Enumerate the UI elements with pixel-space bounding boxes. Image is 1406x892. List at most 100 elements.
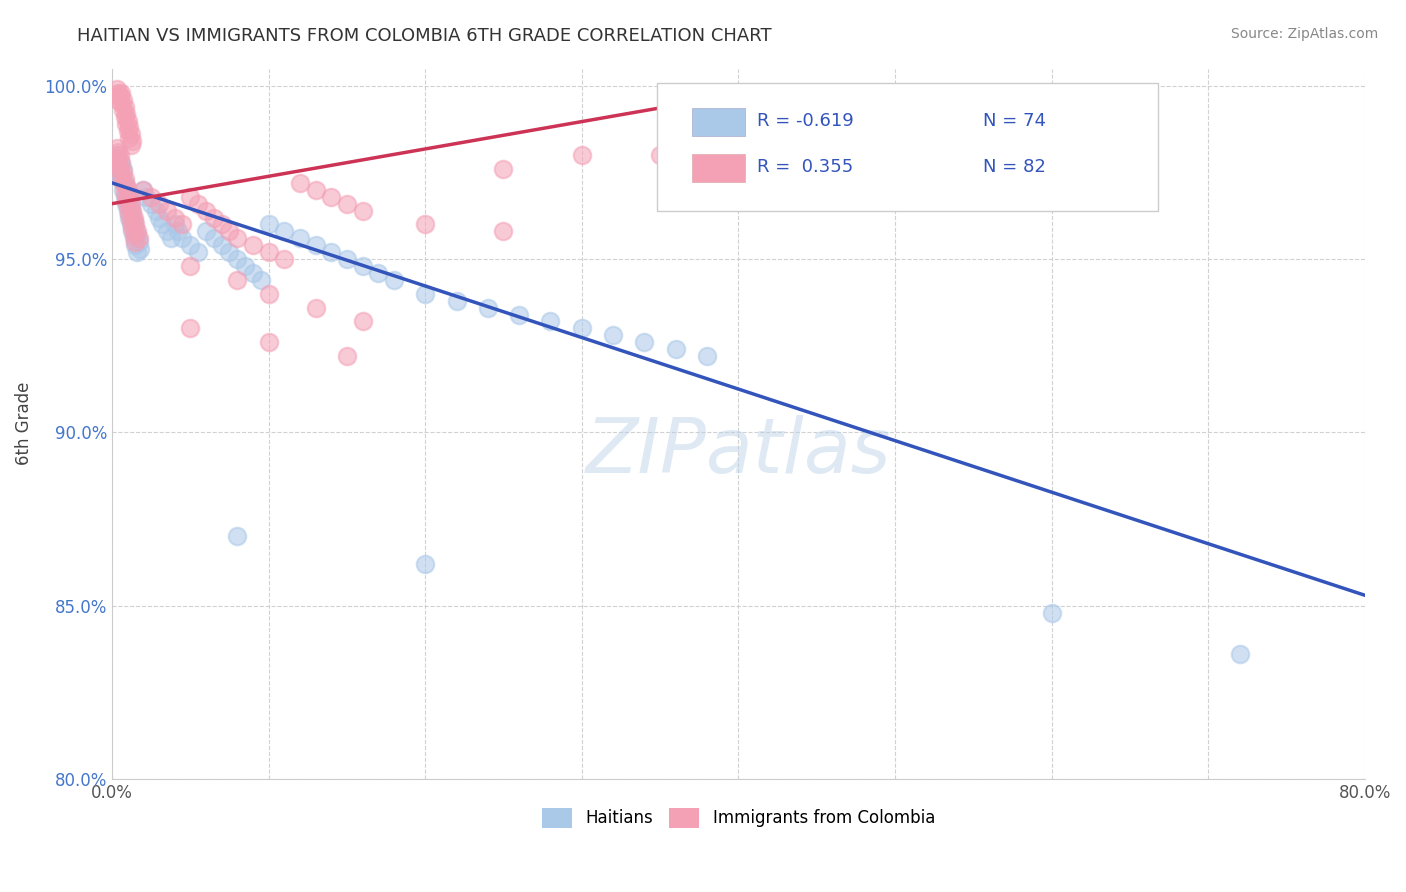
Point: [413, 218, 436, 232]
Point: [105, 82, 128, 96]
Point: [124, 238, 146, 252]
FancyBboxPatch shape: [657, 83, 1159, 211]
Point: [117, 183, 139, 197]
Point: [139, 190, 162, 204]
Point: [179, 259, 201, 273]
Point: [110, 96, 132, 111]
Point: [110, 159, 132, 173]
Point: [336, 252, 359, 266]
Point: [120, 218, 142, 232]
Point: [111, 161, 134, 176]
Point: [108, 155, 131, 169]
Point: [117, 113, 139, 128]
Point: [288, 176, 311, 190]
Point: [273, 224, 295, 238]
Point: [145, 203, 167, 218]
Point: [218, 245, 240, 260]
Point: [114, 190, 136, 204]
FancyBboxPatch shape: [692, 108, 745, 136]
Point: [1040, 606, 1063, 620]
Point: [172, 218, 194, 232]
Point: [477, 301, 499, 315]
Point: [122, 211, 145, 225]
Point: [492, 161, 515, 176]
Point: [336, 349, 359, 363]
Point: [602, 328, 624, 343]
Point: [107, 152, 129, 166]
Point: [118, 207, 141, 221]
Point: [148, 211, 170, 225]
Legend: Haitians, Immigrants from Colombia: Haitians, Immigrants from Colombia: [536, 801, 942, 835]
Point: [120, 200, 142, 214]
Point: [321, 245, 343, 260]
Point: [117, 186, 139, 201]
Point: [336, 196, 359, 211]
Point: [105, 148, 128, 162]
Point: [128, 235, 150, 249]
Point: [107, 86, 129, 100]
Point: [108, 169, 131, 183]
Point: [107, 159, 129, 173]
Point: [114, 110, 136, 124]
Point: [571, 148, 593, 162]
Point: [179, 321, 201, 335]
Point: [202, 231, 225, 245]
Point: [249, 273, 271, 287]
Point: [115, 193, 138, 207]
Point: [571, 321, 593, 335]
Point: [226, 252, 249, 266]
Point: [120, 137, 142, 152]
Point: [122, 231, 145, 245]
Point: [110, 169, 132, 183]
Point: [166, 224, 188, 238]
Point: [121, 207, 143, 221]
Point: [160, 231, 183, 245]
Point: [156, 203, 179, 218]
Point: [352, 203, 374, 218]
Point: [108, 148, 131, 162]
Point: [218, 224, 240, 238]
Point: [187, 196, 209, 211]
Point: [304, 238, 326, 252]
Point: [108, 89, 131, 103]
Point: [150, 218, 173, 232]
Point: [125, 224, 148, 238]
FancyBboxPatch shape: [692, 153, 745, 182]
Point: [696, 349, 718, 363]
Point: [257, 286, 280, 301]
Point: [111, 93, 134, 107]
Point: [118, 120, 141, 135]
Point: [108, 161, 131, 176]
Point: [179, 190, 201, 204]
Point: [211, 218, 233, 232]
Point: [124, 221, 146, 235]
Point: [242, 266, 264, 280]
Point: [172, 231, 194, 245]
Point: [118, 193, 141, 207]
Point: [118, 190, 141, 204]
Point: [120, 196, 142, 211]
Point: [114, 186, 136, 201]
Y-axis label: 6th Grade: 6th Grade: [15, 382, 32, 466]
Point: [117, 203, 139, 218]
Point: [117, 124, 139, 138]
Point: [156, 224, 179, 238]
Point: [125, 227, 148, 242]
Point: [121, 203, 143, 218]
Point: [257, 335, 280, 350]
Point: [211, 238, 233, 252]
Point: [115, 196, 138, 211]
Point: [121, 134, 143, 148]
Point: [413, 286, 436, 301]
Point: [288, 231, 311, 245]
Point: [304, 183, 326, 197]
Point: [122, 227, 145, 242]
Point: [665, 342, 688, 356]
Point: [132, 183, 155, 197]
Point: [194, 203, 217, 218]
Point: [108, 89, 131, 103]
Point: [111, 165, 134, 179]
Point: [121, 224, 143, 238]
Point: [121, 221, 143, 235]
Point: [132, 183, 155, 197]
